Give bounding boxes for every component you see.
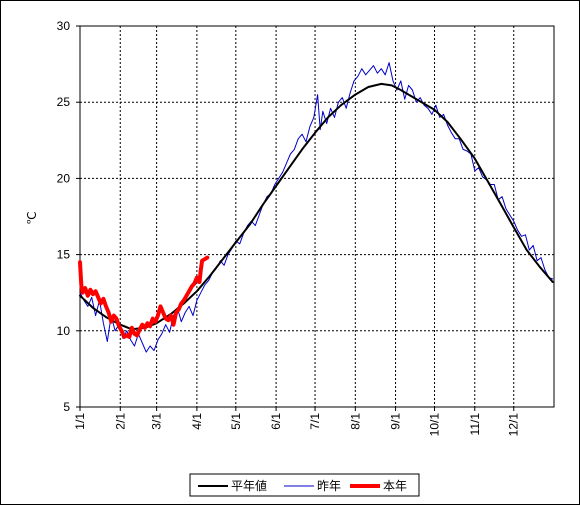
x-tick-label: 5/1: [229, 413, 243, 430]
y-tick-label: 20: [57, 171, 71, 185]
plot-area: [80, 26, 554, 407]
series-line-2: [78, 255, 210, 339]
x-tick-label: 6/1: [269, 413, 283, 430]
series-line-1: [79, 62, 554, 353]
x-tick-label: 11/1: [468, 413, 482, 436]
legend-label-1: 昨年: [317, 479, 341, 493]
x-tick-label: 7/1: [308, 413, 322, 430]
legend: 平年値 昨年 本年: [189, 473, 420, 497]
y-tick-label: 5: [63, 400, 70, 414]
y-tick-label: 10: [57, 324, 71, 338]
x-tick-label: 4/1: [190, 413, 204, 430]
x-tick-label: 1/1: [73, 413, 87, 430]
y-tick-label: 25: [57, 95, 71, 109]
x-tick-label: 10/1: [428, 413, 442, 437]
legend-label-2: 本年: [383, 479, 407, 493]
x-tick-label: 9/1: [389, 413, 403, 430]
x-tick-label: 8/1: [348, 413, 362, 430]
plot-border: [79, 25, 555, 408]
x-tick-label: 2/1: [113, 413, 127, 430]
y-tick-label: 15: [57, 248, 71, 262]
series-line-0: [79, 82, 554, 331]
y-tick-label: 30: [57, 19, 71, 33]
x-tick-label: 12/1: [507, 413, 521, 437]
legend-label-0: 平年値: [231, 478, 267, 493]
x-tick-label: 3/1: [150, 413, 164, 430]
y-axis-label: ℃: [25, 211, 39, 224]
